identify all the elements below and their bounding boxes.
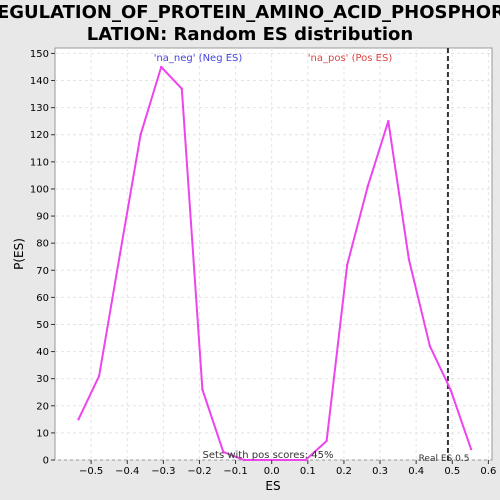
y-tick-label: 30 [36,374,49,385]
x-tick-label: −0.2 [187,466,211,477]
data-point [97,374,101,378]
y-tick-label: 130 [30,103,49,114]
data-point [449,388,452,391]
data-point [366,185,369,188]
x-axis-ticks: −0.5 −0.4 −0.3 −0.2 −0.1 0.0 0.1 0.2 0.3 0.4 0.5 0.… [79,460,496,477]
y-tick-label: 0 [43,456,49,467]
y-tick-label: 100 [30,184,49,195]
data-point [469,447,473,451]
x-tick-label: 0.0 [264,466,280,477]
data-point [387,119,390,123]
chart-title-line-1: REGULATION_OF_PROTEIN_AMINO_ACID_PHOSPHO… [0,2,500,23]
data-point [159,65,163,69]
data-point [345,263,349,267]
x-tick-label: 0.4 [408,466,424,477]
y-tick-label: 90 [36,212,49,223]
x-tick-label: 0.1 [300,466,316,477]
y-axis-ticks: 0 10 20 30 40 50 60 70 80 90 100 110 120 130 140 150 [30,49,55,467]
x-tick-label: 0.3 [372,466,388,477]
data-point [180,87,183,90]
x-tick-label: 0.6 [480,466,496,477]
y-tick-label: 150 [30,49,49,60]
data-point [222,450,225,454]
chart-title-line-2: LATION: Random ES distribution [87,24,414,45]
x-tick-label: −0.5 [79,466,103,477]
data-point [304,458,307,462]
data-point [242,458,246,462]
y-tick-label: 70 [36,266,49,277]
y-tick-label: 10 [36,428,49,439]
neg-es-label: 'na_neg' (Neg ES) [154,53,243,64]
data-point [407,258,411,261]
y-tick-label: 20 [36,401,49,412]
sets-pos-scores-text: Sets with pos scores: 45% [203,450,334,461]
y-tick-label: 50 [36,320,49,331]
y-tick-label: 40 [36,347,49,358]
grid-lines [55,48,492,461]
data-point [283,458,287,462]
y-axis-label: P(ES) [12,238,26,270]
x-tick-label: −0.1 [223,466,247,477]
data-point [325,439,328,443]
data-point [118,252,122,256]
y-tick-label: 60 [36,293,49,304]
x-tick-label: 0.2 [336,466,352,477]
y-tick-label: 140 [30,76,49,87]
data-point [263,458,266,462]
x-axis-label: ES [265,479,280,493]
data-point [139,133,142,136]
x-tick-label: −0.4 [115,466,139,477]
y-tick-label: 120 [30,130,49,141]
data-point [201,388,204,391]
real-es-label: Real ES 0.5 [419,454,470,464]
data-point [428,344,432,348]
es-distribution-line [77,66,473,461]
series-layer [77,65,473,462]
x-tick-label: −0.3 [151,466,175,477]
y-tick-label: 110 [30,157,49,168]
plot-area [54,47,493,461]
y-tick-label: 80 [36,239,49,250]
data-point [77,418,80,421]
pos-es-label: 'na_pos' (Pos ES) [308,53,393,64]
x-tick-label: 0.5 [444,466,460,477]
